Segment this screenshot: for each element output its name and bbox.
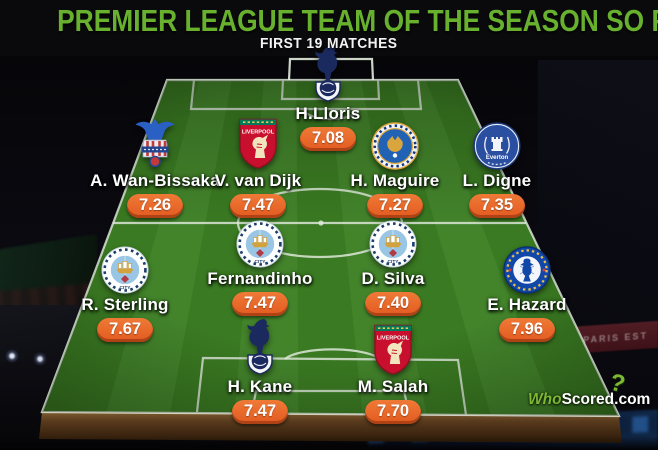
player-name: V. van Dijk	[214, 171, 302, 190]
player-l-digne: Everton L. Digne 7.35	[409, 112, 585, 218]
whoscored-logo: Who Scored? .com	[528, 369, 650, 409]
player-rating-badge: 7.47	[231, 400, 289, 424]
player-rating-badge: 7.35	[468, 194, 526, 218]
player-rating-badge: 7.70	[364, 400, 422, 424]
svg-text:LIVERPOOL: LIVERPOOL	[242, 130, 275, 136]
player-h-kane: H. Kane 7.47	[172, 318, 348, 424]
svg-text:Everton: Everton	[486, 155, 509, 161]
svg-text:LIVERPOOL: LIVERPOOL	[377, 336, 410, 342]
logo-who-text: Who	[528, 391, 562, 408]
player-rating-badge: 7.47	[231, 292, 289, 316]
svg-text:CITY: CITY	[120, 285, 132, 291]
player-h-maguire: H. Maguire 7.27	[307, 112, 483, 218]
player-d-silva: CITY D. Silva 7.40	[305, 210, 481, 316]
everton-badge: Everton	[473, 112, 521, 170]
player-name: A. Wan-Bissaka	[90, 171, 220, 190]
man-city-badge: CITY	[369, 210, 417, 268]
player-fernandinho: CITY Fernandinho 7.47	[172, 210, 348, 316]
player-name: D. Silva	[361, 269, 425, 288]
man-city-badge: CITY	[101, 236, 149, 294]
svg-text:CITY: CITY	[255, 259, 267, 265]
chelsea-badge	[503, 236, 551, 294]
player-rating-badge: 7.08	[299, 127, 357, 151]
page-title: PREMIER LEAGUE TEAM OF THE SEASON SO FAR	[57, 3, 658, 38]
player-name: H. Kane	[227, 377, 293, 396]
player-v-van-dijk: LIVERPOOL V. van Dijk 7.47	[170, 112, 346, 218]
player-name: M. Salah	[357, 377, 429, 396]
tottenham-badge	[242, 318, 278, 376]
page-subtitle: FIRST 19 MATCHES	[260, 35, 398, 52]
player-name: E. Hazard	[487, 294, 567, 314]
player-rating-badge: 7.47	[229, 194, 287, 218]
crystal-palace-badge	[132, 112, 178, 170]
liverpool-badge: LIVERPOOL	[372, 318, 414, 376]
leicester-badge	[371, 112, 419, 170]
player-name: H.Lloris	[295, 104, 361, 123]
player-name: R. Sterling	[81, 294, 169, 314]
header: PREMIER LEAGUE TEAM OF THE SEASON SO FAR…	[0, 3, 658, 53]
player-name: H. Maguire	[350, 171, 440, 190]
player-rating-badge: 7.40	[364, 292, 422, 316]
player-rating-badge: 7.27	[366, 194, 424, 218]
svg-text:CITY: CITY	[388, 259, 400, 265]
liverpool-badge: LIVERPOOL	[237, 112, 279, 170]
player-h-lloris: H.Lloris 7.08	[240, 45, 416, 151]
man-city-badge: CITY	[236, 210, 284, 268]
player-a-wan-bissaka: A. Wan-Bissaka 7.26	[67, 112, 243, 218]
player-rating-badge: 7.96	[498, 317, 556, 342]
player-m-salah: LIVERPOOL M. Salah 7.70	[305, 318, 481, 424]
player-rating-badge: 7.26	[126, 194, 184, 218]
player-name: Fernandinho	[207, 269, 313, 288]
player-name: L. Digne	[462, 171, 532, 190]
tottenham-badge	[310, 45, 346, 103]
player-rating-badge: 7.67	[96, 317, 154, 342]
